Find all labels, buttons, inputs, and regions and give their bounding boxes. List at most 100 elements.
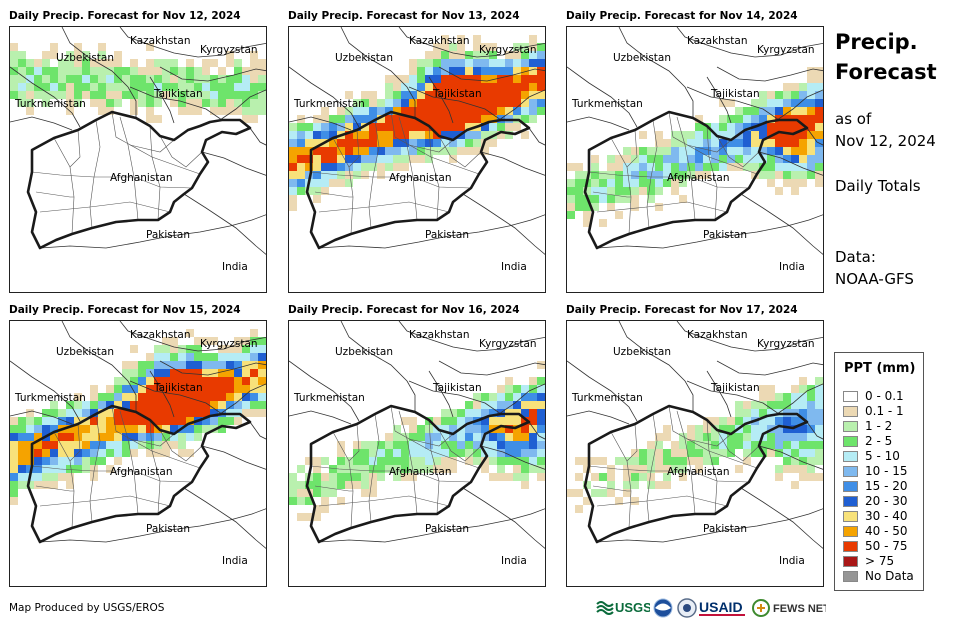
precip-cell [186,393,194,401]
precip-cell [791,139,799,147]
country-border [758,445,823,470]
precip-cell [154,91,162,99]
precip-cell [465,75,473,83]
province-boundary [69,129,81,168]
precip-cell [449,147,457,155]
precip-cell [361,99,369,107]
precip-cell [202,417,210,425]
precip-cell [122,75,130,83]
precip-cell [425,59,433,67]
precip-cell [497,75,505,83]
precip-cell [735,123,743,131]
precip-cell [631,147,639,155]
province-boundary [39,495,171,507]
precip-cell [799,107,807,115]
precip-cell [735,163,743,171]
precip-cell [807,75,815,83]
precip-cell [655,171,663,179]
precip-cell [799,409,807,417]
country-border [806,127,823,146]
precip-cell [727,123,735,131]
precip-cell [82,465,90,473]
precip-cell [433,107,441,115]
precip-cell [775,433,783,441]
precip-cell [815,83,823,91]
precip-cell [393,163,401,171]
precip-cell [50,83,58,91]
precip-cell [50,43,58,51]
precip-cell [505,51,513,59]
legend-label: > 75 [865,554,895,568]
precip-cell [687,457,695,465]
precip-cell [425,155,433,163]
country-border [716,66,823,82]
precip-cell [266,369,267,377]
precip-cell [74,59,82,67]
precip-cell [473,457,481,465]
country-border [686,86,780,121]
precip-cell [775,393,783,401]
precip-cell [393,115,401,123]
precip-cell [567,211,575,219]
country-border [408,86,502,121]
precip-cell [66,59,74,67]
precip-cell [170,361,178,369]
country-label-kyrgyzstan: Kyrgyzstan [200,44,258,56]
precip-cell [393,83,401,91]
as-of-text: as of Nov 12, 2024 [835,108,936,152]
precip-cell [313,481,321,489]
precip-cell [34,481,42,489]
province-boundary [314,485,353,492]
precip-cell [353,123,361,131]
precip-cell [671,179,679,187]
precip-cell [162,409,170,417]
precip-cell [170,337,178,345]
precip-cell [194,393,202,401]
precip-cell [154,441,162,449]
precip-cell [417,457,425,465]
precip-cell [703,163,711,171]
precip-cell [807,433,815,441]
precip-cell [146,67,154,75]
province-boundary [348,129,360,168]
as-of-line1: as of [835,110,872,128]
precip-cell [18,481,26,489]
precip-cell [417,441,425,449]
precip-cell [457,43,465,51]
precip-cell [497,123,505,131]
province-boundary [318,495,450,507]
precip-cell [106,83,114,91]
precip-cell [58,441,66,449]
precip-cell [743,139,751,147]
precip-cell [353,465,361,473]
precip-cell [170,83,178,91]
precip-cell [639,131,647,139]
precip-cell [258,99,266,107]
precip-cell [162,59,170,67]
precip-cell [449,449,457,457]
precip-cell [751,163,759,171]
legend-label: 50 - 75 [865,539,908,553]
country-label-india: India [501,261,527,273]
province-boundary [53,431,75,529]
precip-cell [66,409,74,417]
precip-cell [234,393,242,401]
precip-cell [537,401,545,409]
precip-cell [329,147,337,155]
country-label-tajikistan: Tajikistan [433,382,482,394]
precip-cell [305,497,313,505]
country-label-tajikistan: Tajikistan [154,88,203,100]
precip-cell [58,83,66,91]
precip-cell [799,425,807,433]
precip-cell [521,465,529,473]
precip-cell [433,457,441,465]
precip-cell [170,67,178,75]
precip-cell [655,433,663,441]
precip-cell [369,131,377,139]
precip-cell [321,489,329,497]
precip-cell [409,99,417,107]
precip-cell [106,449,114,457]
precip-cell [743,441,751,449]
precip-cell [321,187,329,195]
precip-cell [575,179,583,187]
